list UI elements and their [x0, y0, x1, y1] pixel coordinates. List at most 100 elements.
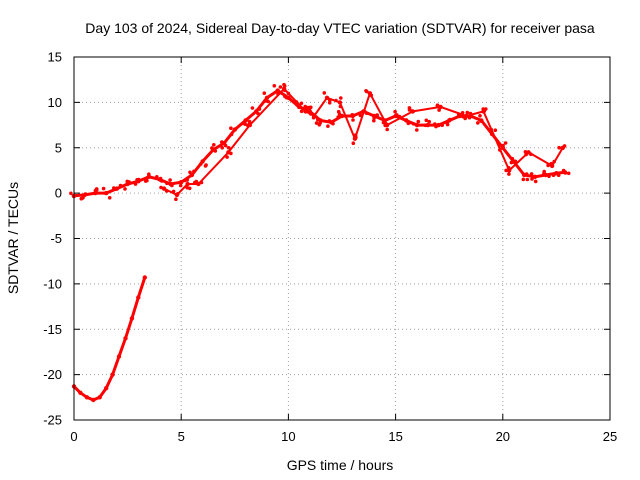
data-point-jitter	[482, 109, 487, 113]
data-point-jitter	[411, 122, 416, 126]
data-point-jitter	[547, 174, 551, 178]
x-tick-label: 0	[70, 429, 77, 444]
data-point-jitter	[334, 98, 338, 103]
data-point-jitter	[101, 186, 106, 191]
data-point-jitter	[210, 146, 214, 150]
data-point-jitter	[523, 150, 528, 154]
data-point-jitter	[478, 114, 482, 118]
data-point-jitter	[521, 177, 526, 182]
axis-ticks: 0 5 10 15 20 25 -25 -20 -15 -10 -5 0 5 10 15	[43, 50, 617, 445]
data-point-jitter	[448, 117, 452, 122]
data-point-jitter	[171, 189, 176, 194]
data-point	[438, 104, 443, 110]
data-point-jitter	[225, 155, 229, 159]
data-point-jitter	[233, 127, 238, 131]
data-point-jitter	[445, 122, 450, 127]
data-point	[264, 95, 270, 101]
data-point	[414, 122, 420, 128]
data-point-jitter	[299, 109, 304, 114]
data-point-jitter	[107, 196, 112, 200]
data-point-jitter	[178, 183, 183, 188]
data-point-jitter	[560, 146, 565, 150]
y-tick-label: -20	[43, 367, 62, 382]
data-point-jitter	[185, 185, 189, 190]
data-point-jitter	[407, 120, 412, 125]
data-point	[116, 354, 122, 359]
data-point-jitter	[393, 109, 397, 114]
data-point-jitter	[326, 124, 330, 128]
data-point-jitter	[395, 113, 399, 117]
data-point-jitter	[204, 163, 208, 167]
data-point-jitter	[133, 182, 138, 186]
data-point-jitter	[162, 187, 167, 191]
data-point-jitter	[118, 183, 123, 188]
data-point-jitter	[336, 115, 341, 119]
data-point-jitter	[229, 132, 234, 137]
data-point-jitter	[226, 146, 231, 150]
data-point-jitter	[542, 169, 546, 174]
data-point-jitter	[372, 118, 376, 123]
data-point-jitter	[337, 112, 342, 116]
data-point-jitter	[557, 145, 561, 150]
data-point-jitter	[504, 168, 508, 173]
y-tick-label: 15	[48, 50, 62, 65]
data-point-jitter	[424, 118, 429, 123]
data-point	[84, 395, 90, 400]
data-point-jitter	[199, 162, 203, 166]
data-point-jitter	[244, 118, 248, 122]
data-point-jitter	[493, 128, 498, 132]
data-point-jitter	[404, 118, 409, 122]
data-point-jitter	[307, 108, 312, 113]
data-point-jitter	[463, 116, 468, 121]
data-point-jitter	[220, 146, 224, 150]
data-point-jitter	[272, 84, 277, 88]
data-point-jitter	[415, 128, 419, 132]
data-point-jitter	[562, 144, 567, 148]
x-tick-label: 15	[388, 429, 402, 444]
y-tick-label: 0	[55, 186, 62, 201]
data-point-jitter	[147, 172, 151, 176]
data-point-jitter	[168, 178, 172, 182]
data-point-jitter	[530, 177, 534, 181]
data-point	[129, 316, 135, 321]
data-point-jitter	[507, 172, 511, 176]
data-point	[532, 174, 538, 179]
data-point-jitter	[174, 197, 178, 201]
data-series	[69, 82, 571, 403]
data-point-jitter	[229, 151, 233, 156]
data-point	[337, 100, 343, 105]
data-point-jitter	[435, 104, 440, 108]
x-tick-label: 25	[603, 429, 617, 444]
data-point-jitter	[434, 124, 438, 129]
data-point-jitter	[479, 119, 483, 123]
data-point-jitter	[465, 110, 470, 115]
data-point-jitter	[533, 179, 538, 184]
data-point-jitter	[223, 143, 228, 148]
data-point-jitter	[513, 159, 518, 164]
data-point-jitter	[299, 101, 304, 106]
data-point-jitter	[353, 133, 358, 137]
data-point	[136, 295, 141, 300]
y-tick-label: -25	[43, 413, 62, 428]
data-point-jitter	[282, 82, 286, 87]
data-point	[97, 395, 102, 400]
data-point-jitter	[245, 123, 250, 128]
data-point-jitter	[193, 180, 197, 185]
data-point-jitter	[81, 196, 85, 200]
data-point-jitter	[566, 171, 571, 176]
data-point-jitter	[467, 115, 472, 120]
data-point-jitter	[145, 178, 149, 183]
data-point-jitter	[123, 187, 127, 191]
data-point-jitter	[351, 118, 355, 122]
data-point-jitter	[192, 169, 196, 174]
data-point-jitter	[327, 119, 332, 123]
data-point-jitter	[317, 123, 322, 127]
data-point-jitter	[440, 123, 445, 127]
y-tick-label: 5	[55, 140, 62, 155]
data-point-jitter	[114, 187, 118, 191]
data-point-jitter	[339, 96, 343, 100]
data-point	[93, 190, 98, 196]
data-point-jitter	[220, 140, 224, 144]
data-point-jitter	[164, 189, 169, 193]
data-point	[78, 390, 83, 395]
